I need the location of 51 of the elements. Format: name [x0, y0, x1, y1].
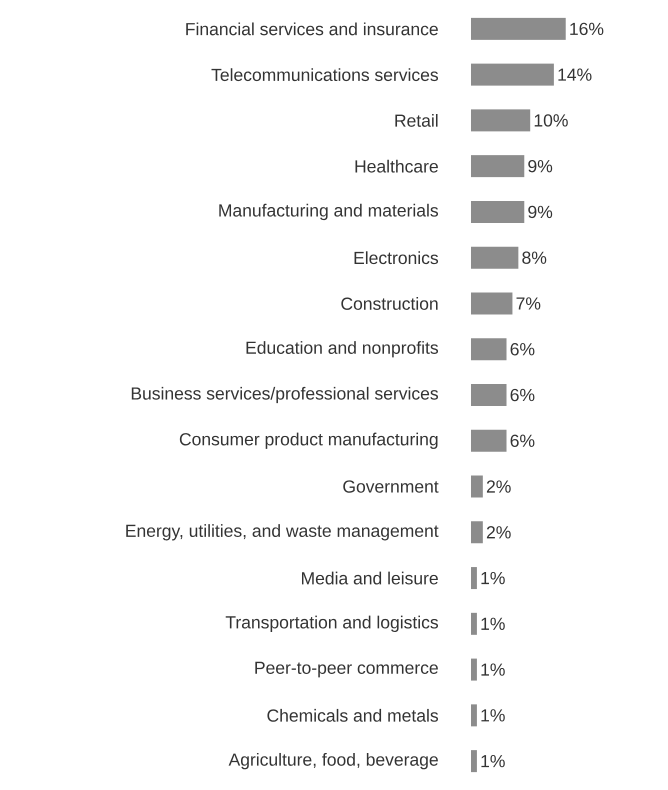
data-label: 10%: [534, 114, 568, 127]
y-tick-label: Financial services and insurance: [186, 22, 438, 36]
y-tick-label: Media and leisure: [302, 572, 438, 584]
y-tick-label: Telecommunications services: [212, 68, 438, 82]
data-label: 2%: [486, 526, 511, 538]
bar: [470, 567, 477, 590]
bar: [470, 430, 507, 452]
bar: [470, 109, 530, 132]
bar: [470, 704, 477, 726]
data-label: 1%: [481, 709, 505, 722]
y-tick-label: Government: [343, 480, 439, 493]
y-tick-label: Construction: [341, 297, 438, 310]
data-label: 9%: [528, 206, 552, 218]
y-tick-label: Education and nonprofits: [246, 341, 438, 358]
data-label: 1%: [481, 755, 505, 768]
data-label: 6%: [510, 343, 534, 356]
y-tick-label: Consumer product manufacturing: [180, 432, 438, 449]
y-tick-label: Peer-to-peer commerce: [255, 662, 438, 678]
y-tick-label: Chemicals and metals: [267, 708, 438, 722]
bar: [470, 612, 477, 635]
data-label: 1%: [481, 572, 505, 584]
bar: [470, 292, 512, 314]
bar: [470, 246, 518, 269]
bar: [470, 18, 566, 40]
y-tick-label: Transportation and logistics: [226, 616, 438, 632]
bar: [470, 338, 507, 360]
y-tick-label: Business services/professional services: [132, 386, 438, 404]
bar: [470, 750, 477, 772]
data-label: 2%: [486, 480, 511, 493]
data-label: 8%: [522, 252, 546, 264]
data-label: 1%: [481, 663, 505, 676]
data-label: 6%: [510, 388, 534, 402]
y-tick-label: Healthcare: [356, 160, 438, 173]
data-label: 16%: [570, 22, 604, 36]
bar: [470, 658, 477, 681]
bar: [470, 200, 524, 223]
y-tick-label: Agriculture, food, beverage: [228, 752, 438, 770]
bar: [470, 384, 507, 406]
bar: [470, 155, 524, 178]
data-label: 6%: [510, 434, 534, 447]
data-label: 14%: [558, 68, 592, 81]
data-label: 1%: [481, 618, 505, 630]
bar: [470, 476, 483, 498]
bar: [470, 64, 554, 86]
data-label: 9%: [528, 160, 552, 172]
bar: [470, 521, 483, 544]
y-tick-label: Electronics: [354, 251, 438, 264]
y-tick-label: Manufacturing and materials: [219, 204, 438, 220]
y-tick-label: Retail: [395, 114, 438, 127]
data-label: 7%: [516, 297, 540, 310]
y-tick-label: Energy, utilities, and waste management: [126, 524, 439, 540]
